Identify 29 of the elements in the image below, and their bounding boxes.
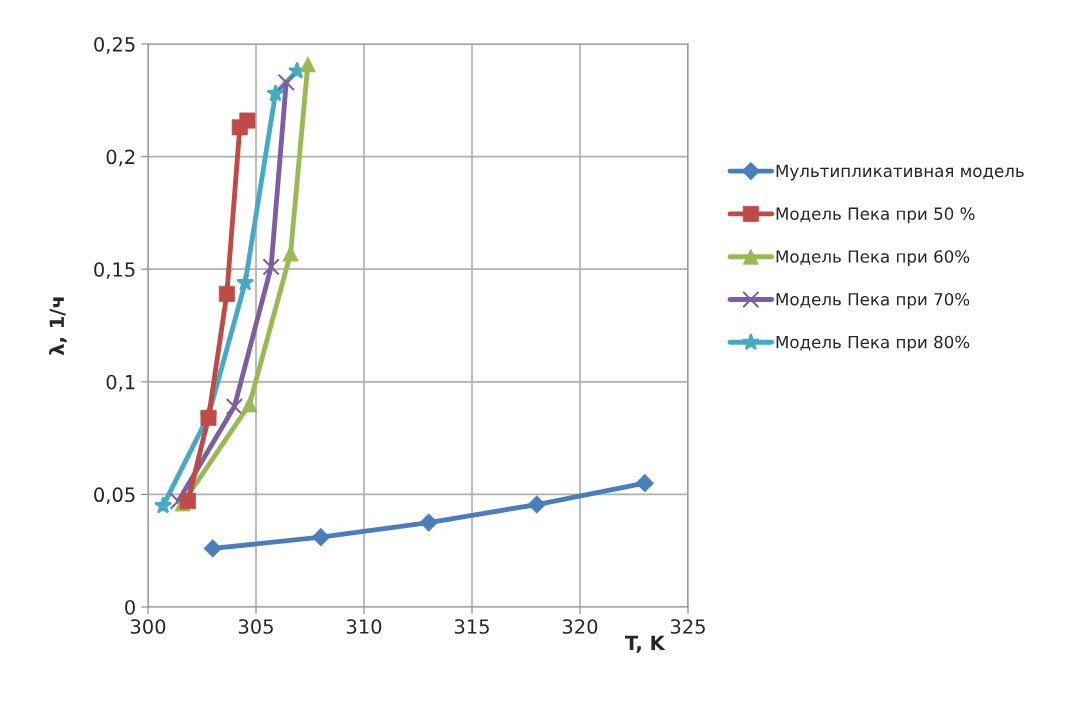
- legend-label: Модель Пека при 60%: [776, 250, 970, 267]
- y-axis-title: λ, 1/ч: [49, 297, 67, 356]
- x-tick-label: 315: [454, 619, 489, 634]
- point: [179, 493, 196, 510]
- legend-label: Модель Пека при 80%: [776, 335, 970, 352]
- point: [218, 285, 235, 302]
- point: [266, 84, 285, 102]
- x-tick-label: 325: [670, 619, 705, 634]
- y-tick-label: 0,05: [94, 487, 135, 505]
- x-tick-label: 300: [130, 619, 166, 634]
- y-tick-label: 0,2: [106, 149, 135, 167]
- legend-label: Модель Пека при 70%: [776, 292, 970, 309]
- x-axis-title: T, K: [625, 635, 666, 653]
- legend-label: Мультипликативная модель: [776, 164, 1024, 181]
- y-tick-label: 0: [125, 599, 135, 615]
- point: [262, 258, 280, 276]
- y-tick-label: 0,25: [94, 36, 135, 54]
- x-tick-label: 310: [346, 619, 382, 634]
- point: [154, 496, 173, 514]
- y-tick-label: 0,1: [106, 374, 135, 392]
- point: [299, 56, 316, 73]
- legend-label: Модель Пека при 50 %: [776, 207, 975, 224]
- point: [236, 273, 255, 291]
- x-tick-label: 305: [238, 619, 273, 634]
- point: [277, 73, 295, 91]
- x-tick-label: 320: [562, 619, 598, 634]
- y-tick-label: 0,15: [94, 262, 135, 279]
- point: [527, 495, 546, 514]
- point: [225, 397, 244, 416]
